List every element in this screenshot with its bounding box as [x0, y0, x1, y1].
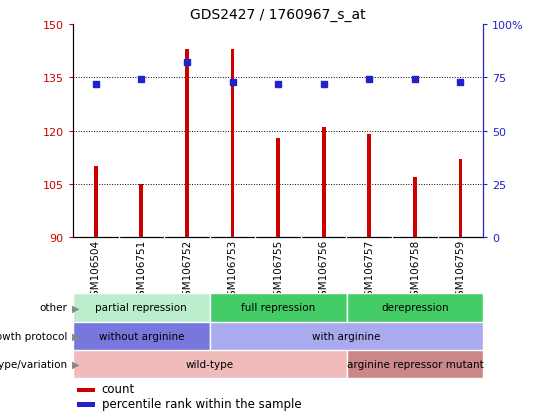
- Bar: [458, 160, 462, 238]
- Bar: [185, 50, 188, 238]
- Text: GSM106756: GSM106756: [319, 240, 329, 303]
- Text: without arginine: without arginine: [99, 331, 184, 341]
- Bar: [413, 178, 417, 238]
- Text: ▶: ▶: [72, 303, 79, 313]
- Text: other: other: [39, 303, 68, 313]
- Text: wild-type: wild-type: [186, 359, 234, 369]
- Text: GSM106758: GSM106758: [410, 240, 420, 303]
- Bar: [77, 403, 96, 407]
- Text: GSM106751: GSM106751: [136, 240, 146, 303]
- Text: GSM106755: GSM106755: [273, 240, 283, 303]
- Text: count: count: [102, 382, 135, 395]
- Bar: [231, 50, 234, 238]
- Bar: [210, 294, 347, 322]
- Text: percentile rank within the sample: percentile rank within the sample: [102, 397, 301, 410]
- Text: genotype/variation: genotype/variation: [0, 359, 68, 369]
- Text: GSM106759: GSM106759: [456, 240, 465, 303]
- Bar: [322, 128, 326, 238]
- Bar: [347, 350, 483, 378]
- Text: partial repression: partial repression: [96, 303, 187, 313]
- Text: ▶: ▶: [72, 331, 79, 341]
- Bar: [73, 350, 347, 378]
- Text: full repression: full repression: [241, 303, 315, 313]
- Bar: [276, 138, 280, 238]
- Bar: [94, 167, 98, 238]
- Title: GDS2427 / 1760967_s_at: GDS2427 / 1760967_s_at: [190, 8, 366, 22]
- Bar: [139, 185, 143, 238]
- Text: growth protocol: growth protocol: [0, 331, 68, 341]
- Text: GSM106753: GSM106753: [227, 240, 238, 303]
- Bar: [210, 322, 483, 350]
- Text: derepression: derepression: [381, 303, 449, 313]
- Bar: [77, 388, 96, 392]
- Bar: [368, 135, 371, 238]
- Text: ▶: ▶: [72, 359, 79, 369]
- Bar: [73, 294, 210, 322]
- Bar: [347, 294, 483, 322]
- Text: GSM106757: GSM106757: [364, 240, 374, 303]
- Text: with arginine: with arginine: [312, 331, 381, 341]
- Text: GSM106752: GSM106752: [182, 240, 192, 303]
- Text: arginine repressor mutant: arginine repressor mutant: [347, 359, 483, 369]
- Bar: [73, 322, 210, 350]
- Text: GSM106504: GSM106504: [91, 240, 100, 303]
